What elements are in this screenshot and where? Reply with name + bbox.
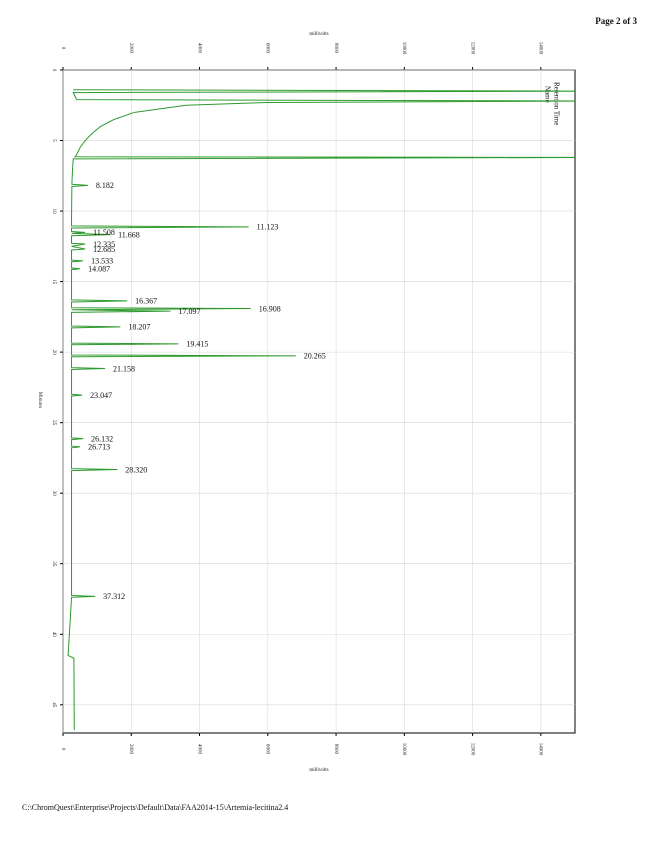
x-tick-label: 8000 xyxy=(333,744,338,755)
peak-label: 12.685 xyxy=(93,245,115,254)
x-axis-label-top: millivolts xyxy=(309,32,328,37)
y-tick-label: 45 xyxy=(51,702,56,708)
plot-frame xyxy=(62,69,576,734)
trace-line xyxy=(67,89,575,731)
peak-label: 20.265 xyxy=(304,352,326,361)
x-tick-label: 14000 xyxy=(538,42,543,55)
x-tick-label: 10000 xyxy=(401,743,406,756)
legend-entry: Retention Time xyxy=(552,82,560,125)
legend-entry: Name xyxy=(543,86,551,103)
x-tick-label: 0 xyxy=(60,748,65,751)
x-tick-label: 12000 xyxy=(469,743,474,756)
x-tick-label: 6000 xyxy=(265,744,270,755)
y-tick-label: 25 xyxy=(51,420,56,426)
x-tick-label: 14000 xyxy=(538,743,543,756)
y-tick-label: 10 xyxy=(51,209,56,215)
peak-label: 8.182 xyxy=(96,181,114,190)
peak-label: 11.123 xyxy=(257,223,279,232)
x-tick-label: 4000 xyxy=(196,744,201,755)
y-tick-label: 20 xyxy=(51,350,56,356)
y-tick-label: 5 xyxy=(51,139,56,142)
peak-label: 23.047 xyxy=(90,391,112,400)
peak-label: 37.312 xyxy=(103,592,125,601)
peak-label: 16.908 xyxy=(259,304,281,313)
peak-label: 13.533 xyxy=(91,257,113,266)
y-tick-label: 35 xyxy=(51,561,56,567)
x-tick-label: 10000 xyxy=(401,42,406,55)
x-tick-label: 8000 xyxy=(333,43,338,54)
peak-label: 26.713 xyxy=(88,443,110,452)
peak-label: 17.097 xyxy=(179,307,201,316)
y-axis-label: Minutes xyxy=(37,392,42,408)
file-path: C:\ChromQuest\Enterprise\Projects\Defaul… xyxy=(22,803,288,812)
x-tick-label: 12000 xyxy=(469,42,474,55)
peak-label: 16.367 xyxy=(135,297,157,306)
x-axis-label-bottom: millivolts xyxy=(309,768,328,773)
page-number: Page 2 of 3 xyxy=(595,16,637,26)
peak-label: 11.508 xyxy=(93,228,115,237)
peak-label: 26.132 xyxy=(91,434,113,443)
peak-label: 14.087 xyxy=(88,265,110,274)
peak-label: 21.158 xyxy=(113,364,135,373)
y-tick-label: 0 xyxy=(51,69,56,72)
peak-label: 18.207 xyxy=(128,323,150,332)
peak-label: 19.415 xyxy=(186,340,208,349)
peak-label: 11.668 xyxy=(118,230,140,239)
x-tick-label: 4000 xyxy=(196,43,201,54)
x-tick-label: 2000 xyxy=(128,744,133,755)
peak-label: 12.335 xyxy=(93,240,115,249)
x-tick-label: 6000 xyxy=(265,43,270,54)
y-tick-label: 15 xyxy=(51,279,56,285)
x-tick-label: 2000 xyxy=(128,43,133,54)
peak-label: 28.320 xyxy=(125,465,147,474)
x-tick-label: 0 xyxy=(60,47,65,50)
y-tick-label: 30 xyxy=(51,491,56,497)
y-tick-label: 40 xyxy=(51,632,56,638)
